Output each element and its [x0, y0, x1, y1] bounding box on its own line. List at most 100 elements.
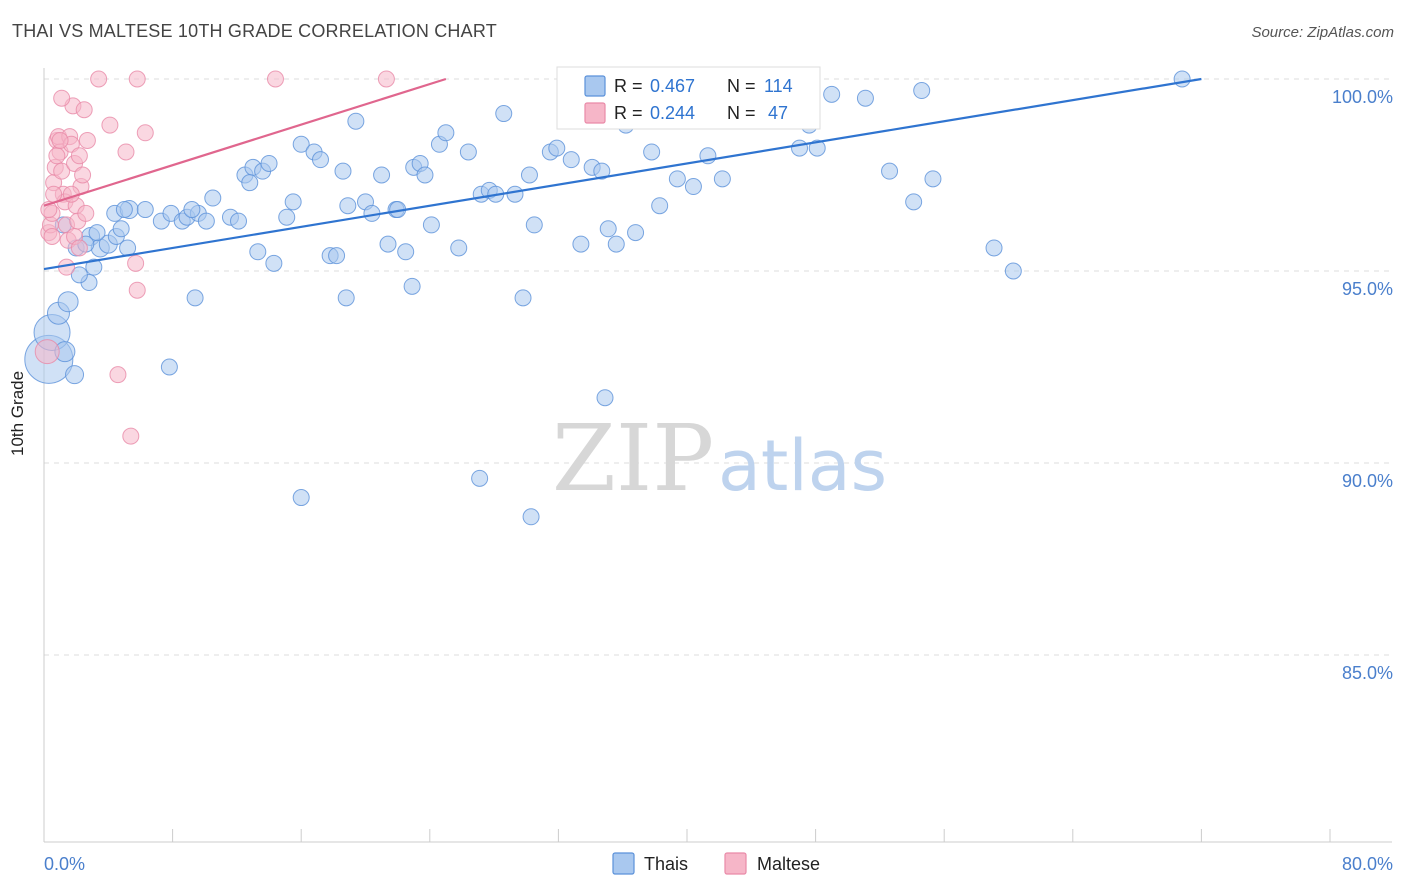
- thais-point: [422, 216, 440, 234]
- maltese-point: [117, 143, 135, 161]
- thais-point: [808, 139, 826, 157]
- thais-point: [136, 201, 154, 219]
- thais-point: [403, 277, 421, 295]
- maltese-legend-label: Maltese: [757, 854, 820, 874]
- thais-stats-swatch: [584, 75, 606, 97]
- thais-point: [1004, 262, 1022, 280]
- thais-n-value: 114: [764, 76, 793, 96]
- thais-point: [328, 247, 346, 265]
- thais-point: [548, 139, 566, 157]
- thais-point: [186, 289, 204, 307]
- thais-legend-label: Thais: [644, 854, 688, 874]
- thais-point: [506, 185, 524, 203]
- stats-legend: R = 0.467 N = 114 R = 0.244 N = 47: [556, 66, 821, 130]
- thais-point: [311, 151, 329, 169]
- maltese-r-value: 0.244: [650, 103, 695, 123]
- maltese-point: [48, 147, 66, 165]
- thais-point: [607, 235, 625, 253]
- thais-point: [379, 235, 397, 253]
- thais-point: [112, 220, 130, 238]
- maltese-point: [377, 70, 395, 88]
- thais-point: [913, 82, 931, 100]
- thais-point: [599, 220, 617, 238]
- thais-point: [437, 124, 455, 142]
- thais-point: [373, 166, 391, 184]
- thais-n-label: N =: [727, 76, 756, 96]
- maltese-trend-line: [43, 77, 447, 207]
- thais-legend-swatch: [612, 852, 635, 875]
- maltese-point: [90, 70, 108, 88]
- thais-point: [905, 193, 923, 211]
- thais-point: [197, 212, 215, 230]
- thais-point: [334, 162, 352, 180]
- maltese-point: [34, 339, 60, 365]
- thais-point: [278, 208, 296, 226]
- tick-labels: 100.0% 95.0% 90.0% 85.0% 0.0% 80.0%: [44, 87, 1393, 874]
- thais-point: [525, 216, 543, 234]
- thais-point: [249, 243, 267, 261]
- maltese-stats-swatch: [584, 102, 606, 124]
- maltese-legend-swatch: [724, 852, 747, 875]
- trend-lines: [43, 77, 1202, 271]
- y-tick-label: 100.0%: [1332, 87, 1393, 107]
- thais-point: [1173, 70, 1191, 88]
- maltese-point: [122, 427, 140, 445]
- thais-point: [292, 135, 310, 153]
- maltese-r-label: R =: [614, 103, 643, 123]
- thais-point: [668, 170, 686, 188]
- thais-point: [522, 508, 540, 526]
- thais-point: [339, 197, 357, 215]
- thais-point: [471, 469, 489, 487]
- thais-point: [57, 291, 79, 313]
- thais-point: [627, 224, 645, 242]
- thais-point: [347, 112, 365, 130]
- thais-point: [514, 289, 532, 307]
- thais-r-value: 0.467: [650, 76, 695, 96]
- maltese-n-label: N =: [727, 103, 756, 123]
- maltese-point: [266, 70, 284, 88]
- y-tick-label: 85.0%: [1342, 663, 1393, 683]
- maltese-point: [128, 70, 146, 88]
- x-tick-label-min: 0.0%: [44, 854, 85, 874]
- thais-point: [160, 358, 178, 376]
- maltese-point: [74, 166, 92, 184]
- maltese-n-value: 47: [768, 103, 788, 123]
- maltese-point: [51, 131, 69, 149]
- thais-point: [856, 89, 874, 107]
- maltese-point: [78, 131, 96, 149]
- watermark-zip: ZIP: [552, 405, 714, 512]
- thais-point: [985, 239, 1003, 257]
- data-points: [24, 70, 1191, 526]
- thais-point: [337, 289, 355, 307]
- source-credit: Source: ZipAtlas.com: [1251, 24, 1394, 41]
- maltese-point: [70, 239, 88, 257]
- maltese-point: [101, 116, 119, 134]
- thais-point: [881, 162, 899, 180]
- thais-point: [596, 389, 614, 407]
- maltese-point: [75, 101, 93, 119]
- chart-title: THAI VS MALTESE 10TH GRADE CORRELATION C…: [12, 21, 497, 41]
- maltese-point: [128, 281, 146, 299]
- thais-point: [70, 266, 88, 284]
- thais-point: [416, 166, 434, 184]
- thais-point: [562, 151, 580, 169]
- thais-point: [85, 258, 103, 276]
- thais-point: [459, 143, 477, 161]
- thais-point: [450, 239, 468, 257]
- thais-point: [520, 166, 538, 184]
- y-tick-label: 90.0%: [1342, 471, 1393, 491]
- thais-point: [495, 105, 513, 123]
- thais-point: [230, 212, 248, 230]
- thais-point: [115, 201, 133, 219]
- thais-point: [791, 139, 809, 157]
- series-legend: Thais Maltese: [612, 852, 820, 875]
- thais-point: [183, 201, 201, 219]
- thais-point: [593, 162, 611, 180]
- thais-point: [88, 224, 106, 242]
- thais-point: [924, 170, 942, 188]
- maltese-point: [53, 162, 71, 180]
- thais-point: [397, 243, 415, 261]
- maltese-point: [53, 89, 71, 107]
- thais-trend-line: [43, 77, 1202, 271]
